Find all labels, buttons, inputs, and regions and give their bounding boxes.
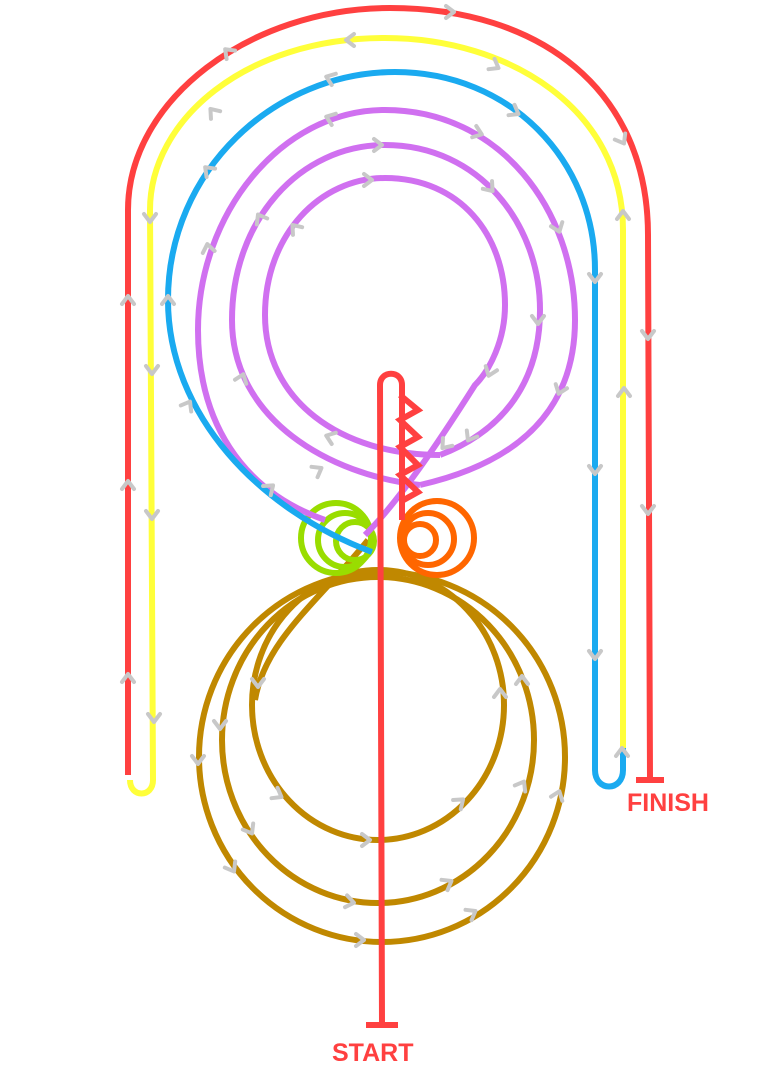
direction-arrow-icon xyxy=(160,294,176,306)
direction-arrow-icon xyxy=(120,672,136,684)
purple-track xyxy=(194,106,579,538)
direction-arrow-icon xyxy=(144,364,160,376)
direction-arrow-icon xyxy=(612,131,628,146)
direction-arrow-icon xyxy=(587,272,603,284)
yellow-path xyxy=(127,34,626,797)
direction-arrow-icon xyxy=(444,4,456,20)
direction-arrow-icon xyxy=(222,859,238,874)
direction-arrow-icon xyxy=(514,674,530,686)
direction-arrow-icon xyxy=(269,785,284,801)
direction-arrow-icon xyxy=(640,504,656,516)
direction-arrow-icon xyxy=(250,677,266,689)
direction-arrow-icon xyxy=(553,382,570,396)
direction-arrow-icon xyxy=(223,47,238,62)
direction-arrow-icon xyxy=(200,242,217,255)
direction-arrow-icon xyxy=(232,372,249,386)
direction-arrow-icon xyxy=(463,907,478,923)
direction-arrow-icon xyxy=(190,754,206,766)
blue-track xyxy=(164,68,626,790)
red-zigzag xyxy=(394,392,424,505)
direction-arrow-icon xyxy=(587,464,603,476)
orange-spiral xyxy=(397,498,477,578)
direction-arrow-icon xyxy=(354,932,366,948)
purple-loop-outer xyxy=(194,106,579,523)
direction-arrow-icon xyxy=(587,649,603,661)
direction-arrow-icon xyxy=(240,821,256,836)
direction-arrow-icon xyxy=(506,102,521,118)
direction-arrow-icon xyxy=(309,464,324,480)
green-spiral xyxy=(298,500,377,576)
direction-arrow-icon xyxy=(208,106,223,121)
orange-coil-inner xyxy=(401,521,439,559)
direction-arrow-icon xyxy=(614,746,630,758)
direction-arrow-icon xyxy=(203,165,218,180)
direction-arrow-icon xyxy=(372,137,384,153)
direction-arrow-icon xyxy=(548,789,565,803)
direction-arrow-icon xyxy=(362,172,374,188)
direction-arrow-icon xyxy=(290,222,305,237)
direction-arrow-icon xyxy=(451,797,466,812)
direction-arrow-icon xyxy=(120,479,136,491)
red-track xyxy=(125,4,664,1028)
direction-arrow-icon xyxy=(144,509,160,521)
start-label: START xyxy=(332,1039,414,1067)
finish-label: FINISH xyxy=(627,789,709,817)
direction-arrows xyxy=(120,4,656,948)
direction-arrow-icon xyxy=(470,123,484,140)
direction-arrow-icon xyxy=(324,430,338,447)
direction-arrow-icon xyxy=(616,386,632,398)
direction-arrow-icon xyxy=(530,314,546,326)
direction-arrow-icon xyxy=(324,71,338,88)
green-coil-inner xyxy=(333,519,377,563)
blue-path xyxy=(164,68,626,790)
direction-arrow-icon xyxy=(640,329,656,341)
direction-arrow-icon xyxy=(212,719,228,731)
purple-loop-inner xyxy=(261,174,509,538)
direction-arrow-icon xyxy=(492,687,508,699)
direction-arrow-icon xyxy=(480,179,495,194)
purple-loop-middle xyxy=(228,141,544,488)
direction-arrow-icon xyxy=(120,294,136,306)
direction-arrow-icon xyxy=(464,428,480,443)
direction-arrow-icon xyxy=(439,877,454,893)
direction-arrow-icon xyxy=(344,32,356,48)
direction-arrow-icon xyxy=(486,56,501,72)
yellow-track xyxy=(127,34,626,797)
direction-arrow-icon xyxy=(440,436,455,451)
direction-arrow-icon xyxy=(343,893,356,910)
direction-arrow-icon xyxy=(261,483,276,498)
direction-arrow-icon xyxy=(146,712,162,724)
direction-arrow-icon xyxy=(142,212,158,224)
direction-arrow-icon xyxy=(254,212,270,227)
red-center-path xyxy=(376,370,405,1026)
direction-arrow-icon xyxy=(548,220,565,234)
direction-arrow-icon xyxy=(512,779,528,794)
direction-arrow-icon xyxy=(360,832,372,848)
direction-arrow-icon xyxy=(178,399,194,414)
direction-arrow-icon xyxy=(324,111,338,128)
red-outer-path xyxy=(125,4,653,781)
direction-arrow-icon xyxy=(483,364,500,378)
direction-arrow-icon xyxy=(615,209,631,221)
